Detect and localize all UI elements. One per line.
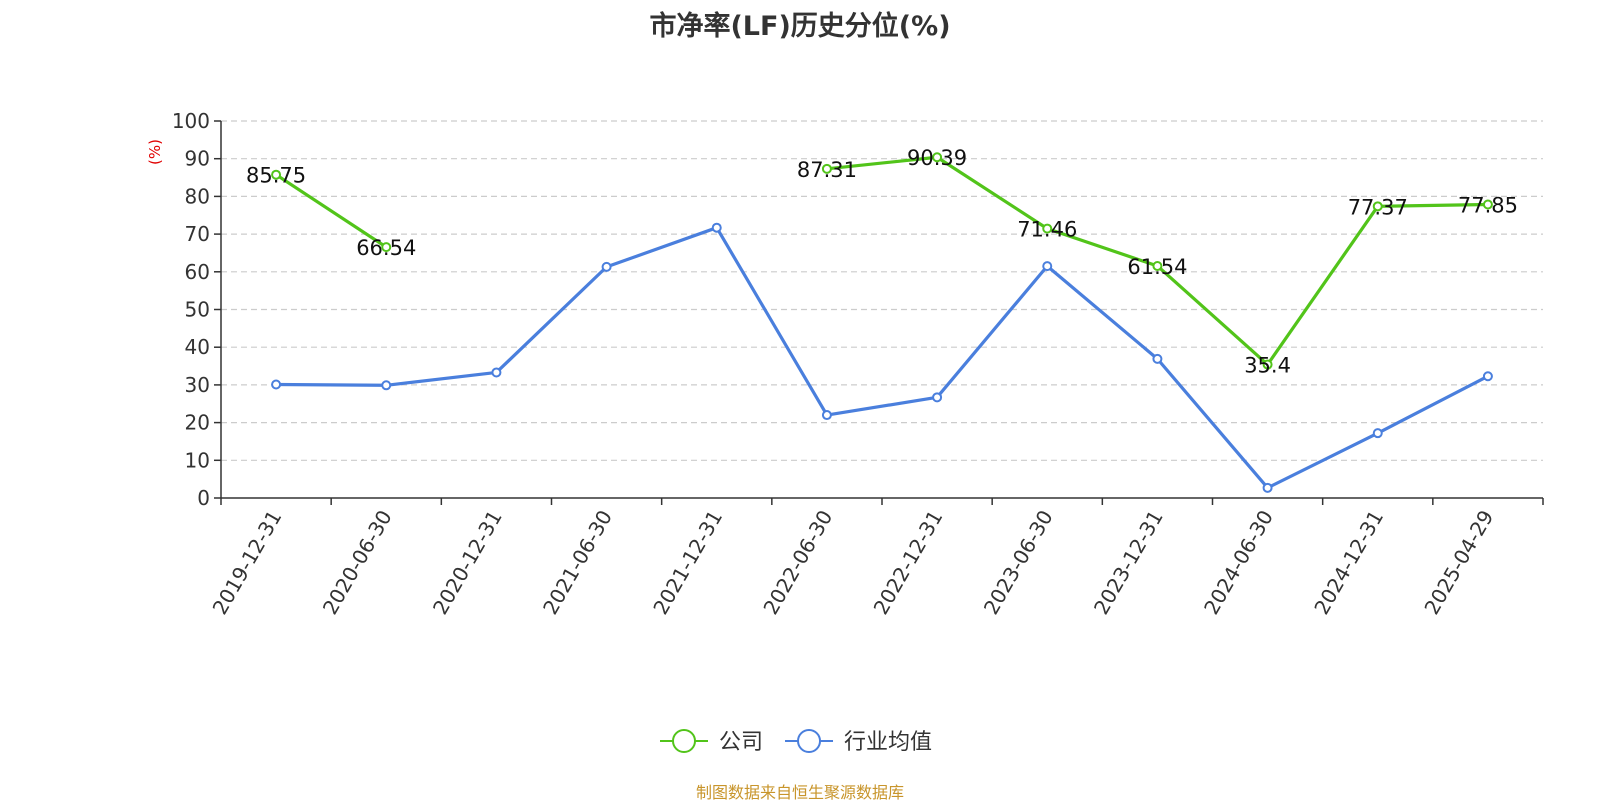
data-point-1 xyxy=(491,367,502,378)
x-tick-label: 2023-06-30 xyxy=(979,506,1058,619)
x-tick-label: 2020-12-31 xyxy=(428,506,507,619)
data-point-0 xyxy=(821,163,832,174)
x-tick-label: 2022-06-30 xyxy=(758,506,837,619)
series-line-0 xyxy=(275,173,388,249)
data-label: 35.4 xyxy=(1244,354,1291,378)
x-tick-label: 2022-12-31 xyxy=(869,506,948,619)
x-tick-label: 2023-12-31 xyxy=(1089,506,1168,619)
data-point-1 xyxy=(1152,353,1163,364)
data-point-1 xyxy=(1372,428,1383,439)
legend: 公司 行业均值 xyxy=(660,729,932,755)
series-line-1 xyxy=(276,226,1489,490)
data-point-1 xyxy=(1042,261,1053,272)
legend-label-1: 行业均值 xyxy=(844,730,932,755)
data-label: 66.54 xyxy=(356,236,416,260)
data-point-1 xyxy=(932,392,943,403)
y-tick-label: 90 xyxy=(185,147,210,171)
data-label: 71.46 xyxy=(1017,218,1077,242)
y-axis-label: (%) xyxy=(146,139,164,165)
series xyxy=(271,152,1493,493)
data-label: 85.75 xyxy=(246,164,306,188)
data-point-0 xyxy=(932,152,943,163)
grid-lines xyxy=(221,120,1543,461)
y-tick-label: 70 xyxy=(185,222,210,246)
x-tick-label: 2021-06-30 xyxy=(538,506,617,619)
y-tick-label: 0 xyxy=(197,486,210,510)
x-tick-label: 2020-06-30 xyxy=(318,506,397,619)
y-tick-label: 40 xyxy=(185,335,210,359)
x-tick-label: 2024-12-31 xyxy=(1309,506,1388,619)
data-point-1 xyxy=(271,379,282,390)
data-label: 77.37 xyxy=(1348,195,1408,219)
data-point-0 xyxy=(1042,223,1053,234)
data-point-1 xyxy=(381,380,392,391)
data-label: 77.85 xyxy=(1458,194,1518,218)
y-tick-label: 80 xyxy=(185,184,210,208)
x-tick-label: 2019-12-31 xyxy=(208,506,287,619)
data-point-0 xyxy=(381,242,392,253)
data-point-0 xyxy=(271,169,282,180)
data-point-1 xyxy=(711,222,722,233)
y-tick-label: 60 xyxy=(185,260,210,284)
data-point-0 xyxy=(1482,199,1493,210)
y-tick-label: 10 xyxy=(185,448,210,472)
source-note: 制图数据来自恒生聚源数据库 xyxy=(695,783,904,802)
data-point-0 xyxy=(1262,359,1273,370)
legend-marker-1 xyxy=(797,729,822,753)
data-point-0 xyxy=(1372,201,1383,212)
y-tick-label: 20 xyxy=(185,411,210,435)
legend-marker-0 xyxy=(672,729,696,753)
data-point-1 xyxy=(821,410,832,421)
x-tick-label: 2024-06-30 xyxy=(1199,506,1278,619)
data-point-0 xyxy=(1152,260,1163,271)
legend-label-0: 公司 xyxy=(719,730,763,755)
x-tick-label: 2025-04-29 xyxy=(1419,506,1498,619)
x-tick-label: 2021-12-31 xyxy=(648,506,727,619)
y-tick-label: 100 xyxy=(172,109,210,133)
data-point-1 xyxy=(1262,482,1273,493)
chart-title: 市净率(LF)历史分位(%) xyxy=(649,11,951,42)
data-point-1 xyxy=(601,261,612,272)
y-tick-label: 30 xyxy=(185,373,210,397)
data-label: 61.54 xyxy=(1127,255,1187,279)
data-label: 87.31 xyxy=(797,158,857,182)
y-tick-label: 50 xyxy=(185,298,210,322)
data-label: 90.39 xyxy=(907,146,967,170)
data-labels: 85.75 66.54 87.31 90.39 71.46 61.54 35.4 77.37 7… xyxy=(246,146,1518,377)
data-point-1 xyxy=(1482,371,1493,382)
axes: 0 10 20 30 40 50 60 70 80 90 100 2019-12-31 2020-06-… xyxy=(172,109,1544,619)
